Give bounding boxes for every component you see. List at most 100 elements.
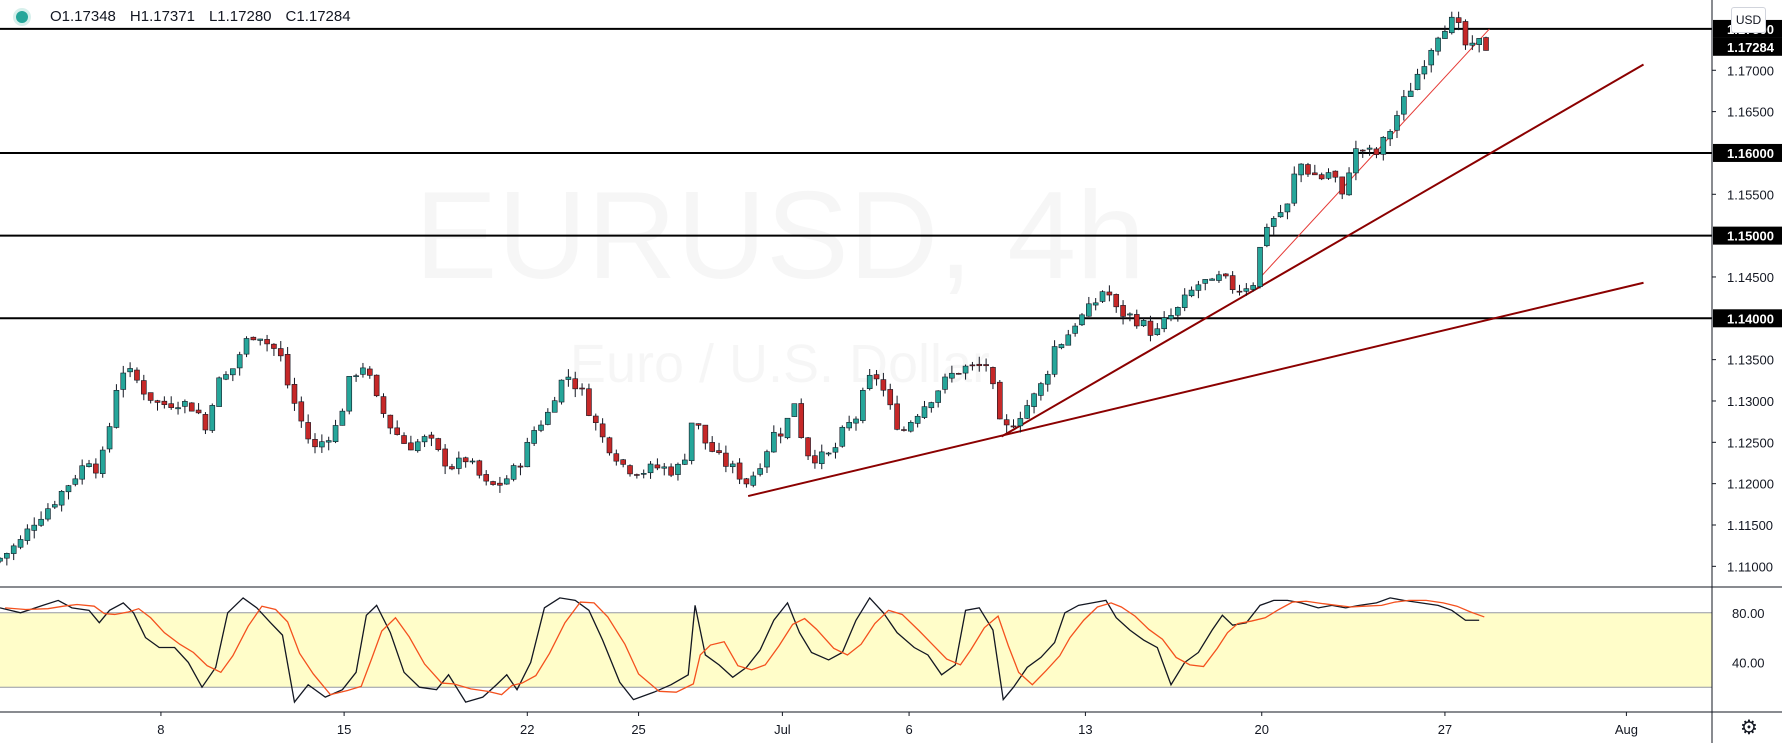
candle-68 (462, 456, 469, 468)
osc-tick-label-0: 80.00 (1732, 606, 1765, 621)
candle-57 (387, 414, 394, 435)
price-tick-label-3: 1.14500 (1727, 270, 1774, 285)
candle-body (1086, 303, 1092, 317)
candle-body (592, 415, 599, 423)
candle-64 (435, 437, 442, 452)
candle-139 (949, 365, 955, 383)
candle-118 (805, 436, 811, 461)
candle-body (1188, 289, 1195, 297)
candle-body (716, 450, 722, 453)
candle-109 (743, 477, 750, 488)
candle-body (291, 384, 298, 404)
time-axis[interactable]: 8 15 22 25 Jul 6 13 20 27 Aug (157, 712, 1638, 737)
candle-136 (928, 401, 935, 413)
candle-body (1359, 149, 1366, 152)
candle-body (688, 422, 695, 461)
candle-body (188, 402, 195, 412)
candle-197 (1346, 167, 1352, 196)
candle-body (736, 462, 743, 480)
candle-body (558, 379, 565, 403)
candle-body (647, 463, 654, 474)
candle-206 (1407, 82, 1414, 97)
stoch-band-fill (0, 612, 1712, 688)
candle-147 (1003, 414, 1010, 433)
candle-body (141, 380, 147, 395)
time-tick-label-8: 27 (1438, 722, 1452, 737)
gear-icon[interactable]: ⚙ (1740, 717, 1758, 739)
candle-52 (353, 373, 359, 382)
candle-body (757, 468, 763, 475)
candle-103 (702, 424, 709, 450)
candle-body (202, 414, 209, 431)
candle-body (1380, 136, 1387, 155)
candle-33 (223, 371, 229, 381)
candle-25 (168, 396, 174, 410)
candle-body (1401, 96, 1407, 115)
candle-32 (216, 376, 222, 407)
price-tick-label-5: 1.13000 (1727, 394, 1774, 409)
candle-body (812, 455, 818, 464)
candle-76 (517, 463, 524, 476)
candle-181 (1236, 284, 1243, 296)
candle-body (462, 457, 469, 463)
time-tick-label-6: 13 (1078, 722, 1092, 737)
candle-body (681, 459, 688, 465)
candle-135 (921, 400, 928, 420)
candle-body (1038, 383, 1044, 396)
candle-97 (661, 463, 668, 476)
candle-9 (58, 490, 65, 512)
currency-button[interactable]: USD (1731, 7, 1766, 33)
candle-body (729, 463, 736, 468)
candle-0 (0, 557, 3, 564)
candle-body (702, 424, 709, 444)
candle-137 (935, 390, 941, 408)
candle-163 (1113, 293, 1120, 313)
candle-body (866, 374, 873, 389)
stoch-d-line (5, 599, 1485, 696)
candle-65 (442, 444, 448, 475)
candle-body (339, 410, 346, 426)
candle-95 (647, 461, 654, 479)
candle-93 (634, 473, 640, 479)
candle-214 (1462, 19, 1469, 50)
candle-213 (1455, 11, 1462, 31)
candle-127 (866, 368, 873, 391)
candle-177 (1209, 277, 1215, 281)
candle-body (360, 367, 366, 375)
candle-body (860, 390, 866, 421)
candle-99 (675, 462, 681, 481)
candle-body (45, 508, 51, 520)
candle-69 (469, 458, 476, 465)
candle-body (1284, 203, 1291, 213)
candle-body (1353, 148, 1359, 174)
candle-body (1428, 49, 1435, 66)
candle-82 (558, 379, 565, 405)
candle-175 (1195, 280, 1202, 299)
horizontal-levels (0, 27, 1712, 320)
time-tick-label-9: Aug (1615, 722, 1638, 737)
candle-83 (565, 369, 572, 387)
candle-90 (613, 449, 620, 466)
candle-body (1072, 325, 1078, 334)
candle-180 (1229, 271, 1236, 294)
candle-body (1483, 37, 1489, 51)
candle-body (1435, 37, 1441, 52)
candle-body (284, 353, 291, 386)
candle-body (1469, 42, 1476, 46)
candle-body (634, 474, 640, 476)
candle-body (325, 440, 332, 443)
candle-157 (1072, 323, 1078, 337)
candle-169 (1154, 323, 1161, 336)
candle-171 (1168, 308, 1174, 322)
ohlc-close: C1.17284 (285, 8, 351, 25)
candle-172 (1175, 306, 1181, 322)
candle-122 (832, 442, 839, 459)
ohlc-open: O1.17348 (50, 8, 116, 25)
candle-211 (1442, 25, 1448, 39)
candle-28 (188, 402, 195, 412)
price-axis[interactable]: 1.17000 1.16500 1.15500 1.14500 1.13500 1.130… (1712, 19, 1782, 670)
time-tick-label-3: 25 (631, 722, 645, 737)
candle-38 (257, 338, 264, 346)
candle-37 (250, 336, 257, 341)
